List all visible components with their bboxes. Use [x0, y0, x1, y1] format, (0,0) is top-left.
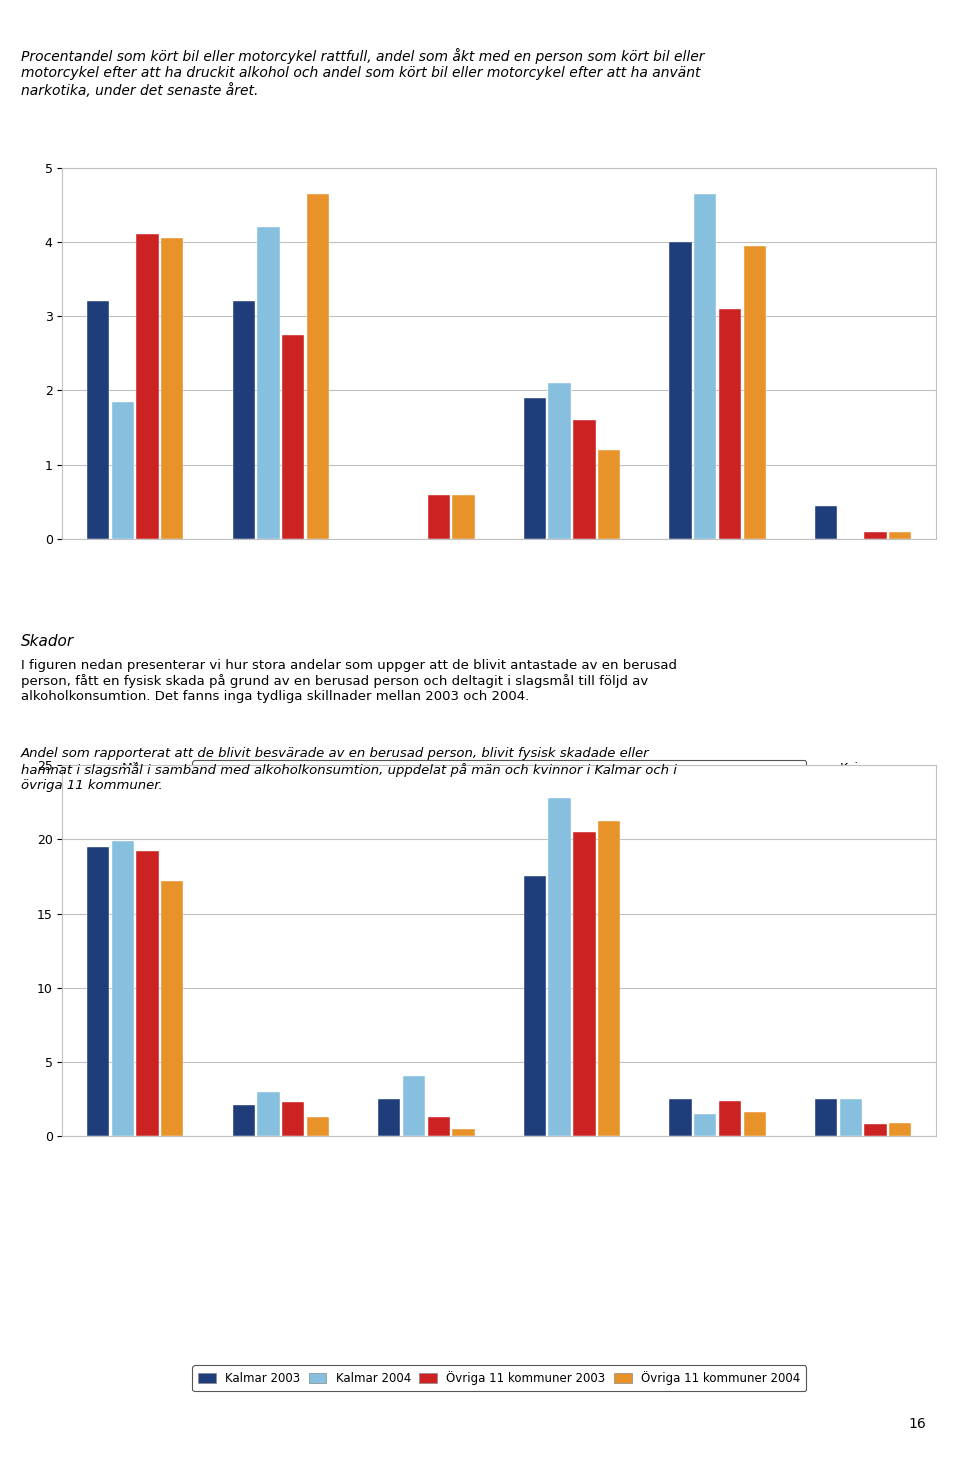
Bar [87, 302, 109, 539]
Bar [307, 194, 329, 539]
Bar [232, 302, 254, 539]
Bar [548, 383, 571, 539]
Text: Män: Män [268, 762, 294, 775]
Legend: Kalmar 2003, Kalmar 2004, Övriga 11 kommuner 2003, Övriga 11 kommuner 2004: Kalmar 2003, Kalmar 2004, Övriga 11 komm… [192, 761, 806, 787]
Bar [452, 494, 474, 539]
Bar [161, 237, 183, 539]
Bar [864, 1123, 887, 1136]
Bar [136, 851, 158, 1136]
Legend: Kalmar 2003, Kalmar 2004, Övriga 11 kommuner 2003, Övriga 11 kommuner 2004: Kalmar 2003, Kalmar 2004, Övriga 11 komm… [192, 1365, 806, 1391]
Text: Kvinnor: Kvinnor [548, 762, 596, 775]
Bar [573, 832, 595, 1136]
Text: Suttit i bil som
körts av
alkoholpåverkad: Suttit i bil som körts av alkoholpåverka… [235, 1059, 326, 1094]
Text: Män: Män [122, 762, 149, 775]
Bar [694, 1115, 716, 1136]
Bar [669, 1099, 691, 1136]
Bar [282, 1103, 304, 1136]
Text: Andel som rapporterat att de blivit besvärade av en berusad person, blivit fysis: Andel som rapporterat att de blivit besv… [21, 747, 677, 791]
Text: I figuren nedan presenterar vi hur stora andelar som uppger att de blivit antast: I figuren nedan presenterar vi hur stora… [21, 659, 677, 702]
Bar [744, 246, 766, 539]
Text: Procentandel som kört bil eller motorcykel rattfull, andel som åkt med en person: Procentandel som kört bil eller motorcyk… [21, 48, 705, 98]
Bar [719, 1101, 741, 1136]
Bar [136, 235, 158, 539]
Text: Kvinnor: Kvinnor [839, 762, 887, 775]
Text: Män: Män [413, 762, 440, 775]
Bar [744, 1112, 766, 1136]
Text: 16: 16 [909, 1416, 926, 1431]
Bar [573, 420, 595, 539]
Bar [598, 822, 620, 1136]
Bar [669, 242, 691, 539]
Text: Kvinnor: Kvinnor [694, 762, 741, 775]
Bar [815, 506, 837, 539]
Text: Kört
narkotikapåverkad: Kört narkotikapåverkad [374, 1059, 479, 1083]
Bar [524, 877, 546, 1136]
Text: Suttit i bil som
körts av
alkoholpåverkad: Suttit i bil som körts av alkoholpåverka… [672, 1059, 763, 1094]
Bar [815, 1099, 837, 1136]
Bar [548, 797, 571, 1136]
Text: Kört
narkotikapåverkad: Kört narkotikapåverkad [811, 1059, 916, 1083]
Bar [694, 194, 716, 539]
Bar [452, 1129, 474, 1136]
Bar [840, 1099, 862, 1136]
Bar [524, 398, 546, 539]
Bar [889, 1123, 911, 1136]
Bar [864, 532, 887, 539]
Bar [87, 847, 109, 1136]
Bar [257, 227, 279, 539]
Bar [598, 450, 620, 539]
Bar [378, 1099, 400, 1136]
Bar [427, 1118, 450, 1136]
Bar [161, 881, 183, 1136]
Bar [427, 494, 450, 539]
Bar [111, 841, 134, 1136]
Bar [232, 1106, 254, 1136]
Text: Kört bil berusad: Kört bil berusad [91, 1059, 180, 1069]
Bar [257, 1091, 279, 1136]
Bar [889, 532, 911, 539]
Bar [307, 1118, 329, 1136]
Bar [282, 335, 304, 539]
Bar [403, 1075, 425, 1136]
Bar [719, 309, 741, 539]
Bar [111, 402, 134, 539]
Text: Kört bil berusad: Kört bil berusad [528, 1059, 616, 1069]
Text: Skador: Skador [21, 634, 74, 648]
